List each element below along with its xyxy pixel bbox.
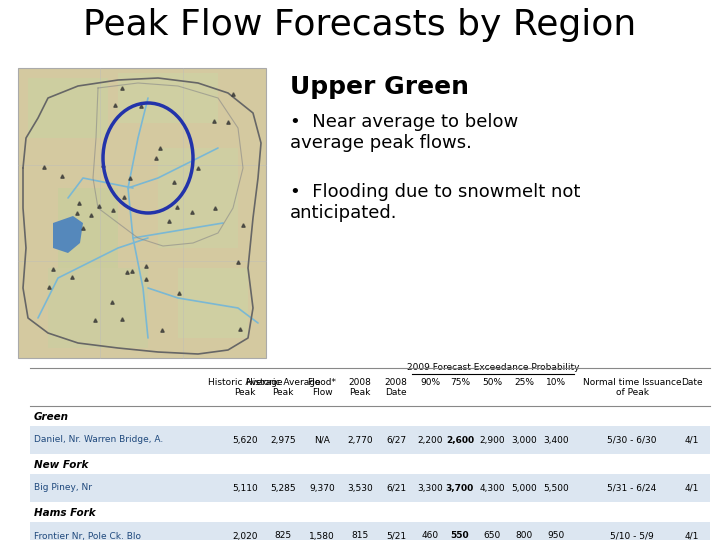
Text: 2,770: 2,770 — [347, 435, 373, 444]
Text: Date: Date — [681, 378, 703, 387]
Bar — [178, 268, 248, 338]
Text: 5,110: 5,110 — [232, 483, 258, 492]
Text: Hams Fork: Hams Fork — [34, 508, 96, 518]
Bar — [118, 73, 218, 123]
Text: Daniel, Nr. Warren Bridge, A.: Daniel, Nr. Warren Bridge, A. — [34, 435, 163, 444]
Text: 5,000: 5,000 — [511, 483, 537, 492]
Bar — [18, 68, 266, 358]
Text: 5/31 - 6/24: 5/31 - 6/24 — [608, 483, 657, 492]
Text: 460: 460 — [421, 531, 438, 540]
Text: 3,000: 3,000 — [511, 435, 537, 444]
Text: 10%: 10% — [546, 378, 566, 387]
Text: 2,200: 2,200 — [418, 435, 443, 444]
Text: 4/1: 4/1 — [685, 435, 699, 444]
Text: Historic Average
Peak: Historic Average Peak — [246, 378, 320, 397]
Text: 75%: 75% — [450, 378, 470, 387]
Text: Big Piney, Nr: Big Piney, Nr — [34, 483, 92, 492]
Text: New Fork: New Fork — [34, 460, 89, 470]
Bar — [30, 522, 710, 540]
Text: 3,300: 3,300 — [417, 483, 443, 492]
Text: Green: Green — [34, 412, 69, 422]
Bar — [28, 78, 108, 138]
Text: 5/21: 5/21 — [386, 531, 406, 540]
Text: 825: 825 — [274, 531, 292, 540]
Text: 3,400: 3,400 — [543, 435, 569, 444]
Bar — [158, 148, 238, 248]
Text: 550: 550 — [451, 531, 469, 540]
Text: 815: 815 — [351, 531, 369, 540]
Text: 2008
Peak: 2008 Peak — [348, 378, 372, 397]
Text: 5/30 - 6/30: 5/30 - 6/30 — [607, 435, 657, 444]
Text: •  Flooding due to snowmelt not
anticipated.: • Flooding due to snowmelt not anticipat… — [290, 183, 580, 222]
Text: N/A: N/A — [314, 435, 330, 444]
Text: 1,580: 1,580 — [309, 531, 335, 540]
Bar — [30, 474, 710, 502]
Text: Frontier Nr, Pole Ck. Blo: Frontier Nr, Pole Ck. Blo — [34, 531, 141, 540]
Text: 800: 800 — [516, 531, 533, 540]
Text: 2,020: 2,020 — [233, 531, 258, 540]
Text: Historic Average
Peak: Historic Average Peak — [207, 378, 282, 397]
Bar — [48, 268, 148, 348]
Text: •  Near average to below
average peak flows.: • Near average to below average peak flo… — [290, 113, 518, 152]
Text: Upper Green: Upper Green — [290, 75, 469, 99]
Text: 25%: 25% — [514, 378, 534, 387]
Text: 5,285: 5,285 — [270, 483, 296, 492]
Text: 90%: 90% — [420, 378, 440, 387]
Text: 3,700: 3,700 — [446, 483, 474, 492]
Text: Normal time Issuance
of Peak: Normal time Issuance of Peak — [582, 378, 681, 397]
Text: 5,620: 5,620 — [232, 435, 258, 444]
Text: 950: 950 — [547, 531, 564, 540]
Text: 50%: 50% — [482, 378, 502, 387]
Text: 5,500: 5,500 — [543, 483, 569, 492]
Text: 4/1: 4/1 — [685, 483, 699, 492]
Text: 2,975: 2,975 — [270, 435, 296, 444]
Bar — [58, 188, 118, 268]
Text: 9,370: 9,370 — [309, 483, 335, 492]
Bar — [30, 426, 710, 454]
Text: 2,900: 2,900 — [480, 435, 505, 444]
Text: 4/1: 4/1 — [685, 531, 699, 540]
Text: 3,530: 3,530 — [347, 483, 373, 492]
Text: 4,300: 4,300 — [480, 483, 505, 492]
Text: Peak Flow Forecasts by Region: Peak Flow Forecasts by Region — [84, 8, 636, 42]
Text: 650: 650 — [483, 531, 500, 540]
Text: 6/27: 6/27 — [386, 435, 406, 444]
Text: Flood*
Flow: Flood* Flow — [307, 378, 336, 397]
Text: 2008
Date: 2008 Date — [384, 378, 408, 397]
Text: 5/10 - 5/9: 5/10 - 5/9 — [610, 531, 654, 540]
Text: 2009 Forecast Exceedance Probability: 2009 Forecast Exceedance Probability — [407, 363, 580, 372]
Text: 6/21: 6/21 — [386, 483, 406, 492]
Text: 2,600: 2,600 — [446, 435, 474, 444]
Polygon shape — [53, 216, 83, 253]
